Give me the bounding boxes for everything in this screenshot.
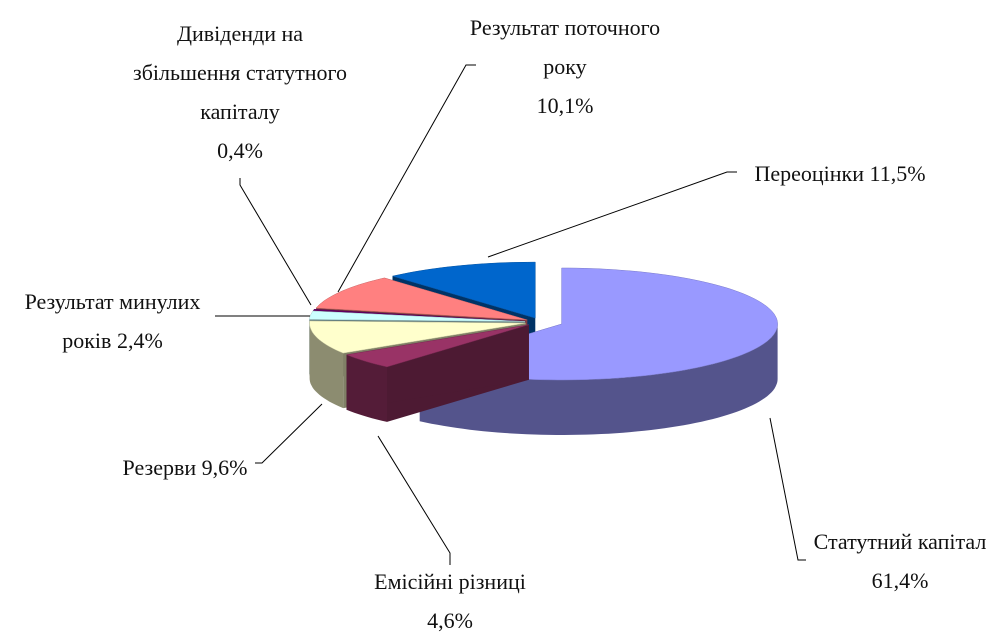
leader-line	[377, 435, 451, 565]
leader-line	[255, 403, 323, 464]
value-label: 11,5%	[869, 161, 926, 186]
category-name: Дивіденди на збільшення статутного капіт…	[133, 21, 347, 124]
category-name: Переоцінки	[754, 161, 865, 186]
category-name: Емісійні різниці	[374, 569, 526, 594]
slice-top	[345, 324, 529, 368]
category-name: Результат минулих років	[24, 289, 201, 353]
slice-label: Резерви 9,6%	[100, 448, 270, 487]
value-label: 9,6%	[201, 455, 248, 480]
leader-line	[487, 171, 737, 258]
slice-side	[419, 324, 778, 435]
value-label: 2,4%	[116, 328, 163, 353]
value-label: 10,1%	[536, 93, 594, 118]
category-name: Статутний капітал	[813, 529, 987, 554]
value-label: 61,4%	[871, 568, 929, 593]
category-name: Результат поточного року	[469, 15, 661, 79]
slice-top	[312, 309, 526, 322]
leader-line	[769, 417, 806, 561]
slice-side	[346, 354, 387, 422]
slice-label: Статутний капітал 61,4%	[805, 522, 995, 600]
slice-top	[392, 261, 536, 319]
slice	[345, 324, 529, 422]
slice-label: Результат поточного року 10,1%	[465, 8, 665, 125]
slice-label: Дивіденди на збільшення статутного капіт…	[125, 14, 355, 170]
slice-label: Емісійні різниці 4,6%	[330, 562, 570, 632]
slice-wall	[346, 324, 529, 410]
category-name: Резерви	[122, 455, 197, 480]
leader-line	[239, 178, 312, 306]
slice-side	[309, 323, 344, 409]
slice-label: Результат минулих років 2,4%	[5, 282, 220, 360]
slice-label: Переоцінки 11,5%	[730, 154, 950, 193]
value-label: 0,4%	[217, 138, 263, 163]
value-label: 4,6%	[427, 608, 473, 632]
slice-top	[309, 310, 526, 322]
leader-line	[337, 64, 476, 293]
slice-top	[309, 320, 526, 354]
slice-top	[315, 277, 528, 321]
